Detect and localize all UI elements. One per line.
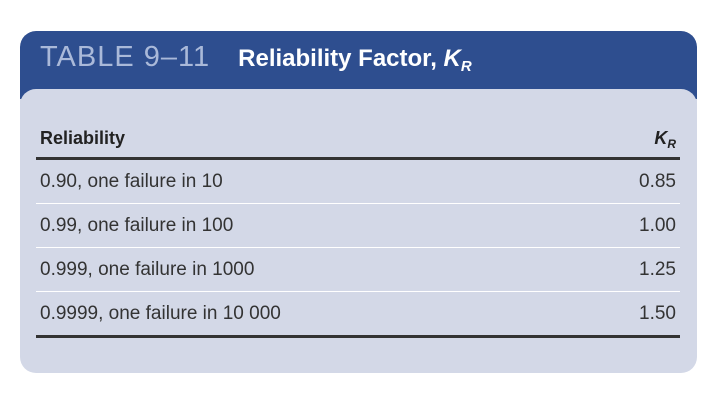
kr-cell: 1.25 [581,247,680,292]
kr-cell: 0.85 [581,158,680,204]
kr-cell: 1.50 [581,291,680,338]
column-header-row: Reliability KR [36,119,680,160]
table-row: 0.9999, one failure in 10 000 1.50 [36,291,680,338]
table-title: Reliability Factor, KR [238,45,472,75]
table-row: 0.90, one failure in 10 0.85 [36,158,680,204]
title-symbol: KR [443,45,472,75]
reliability-cell: 0.999, one failure in 1000 [36,247,582,292]
column-header-kr: KR [581,119,680,160]
table-header: TABLE 9–11 Reliability Factor, KR [20,31,697,89]
table-number: TABLE 9–11 [40,41,211,73]
table-row: 0.99, one failure in 100 1.00 [36,203,680,248]
table-body-top [20,89,697,119]
table-title-text: Reliability Factor, [238,45,437,72]
kr-symbol: K [654,127,668,148]
kr-cell: 1.00 [581,203,680,248]
title-symbol-subscript: R [460,58,472,75]
title-symbol-main: K [443,45,461,72]
table-row: 0.999, one failure in 1000 1.25 [36,247,680,292]
table-caption: TABLE 9–11 Reliability Factor, KR [40,41,472,81]
column-header-reliability: Reliability [36,119,582,160]
data-table: Reliability KR 0.90, one failure in 10 0… [36,119,680,338]
kr-subscript: R [667,136,676,151]
reliability-cell: 0.9999, one failure in 10 000 [36,291,582,338]
reliability-cell: 0.90, one failure in 10 [36,158,582,204]
reliability-cell: 0.99, one failure in 100 [36,203,582,248]
reliability-factor-table: TABLE 9–11 Reliability Factor, KR Reliab… [20,31,697,373]
